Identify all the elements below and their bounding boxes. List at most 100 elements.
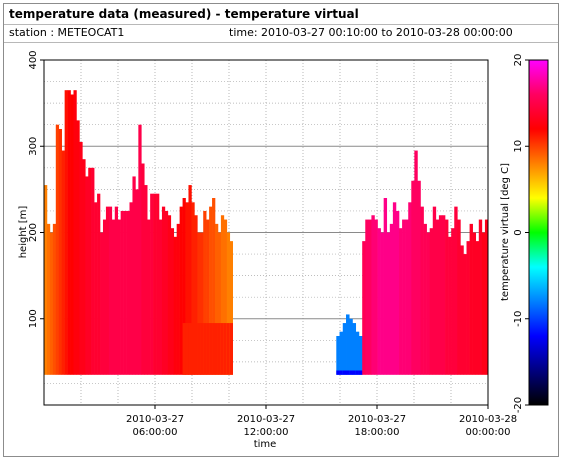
heatmap-cell (108, 206, 113, 375)
heatmap-cell (358, 370, 363, 375)
heatmap-cell (52, 223, 57, 375)
heatmap-cell (173, 236, 177, 375)
heatmap-cell (336, 336, 340, 375)
heatmap-cell (114, 206, 119, 375)
heatmap-cell (191, 323, 195, 375)
heatmap-cell (129, 202, 133, 375)
heatmap-cell (420, 206, 424, 375)
heatmap-cell (399, 228, 403, 375)
heatmap-cell (182, 198, 186, 375)
heatmap-cells (44, 90, 489, 375)
heatmap-cell (217, 323, 222, 375)
heatmap-cell (339, 331, 344, 375)
heatmap-cell (349, 318, 353, 375)
heatmap-cell (352, 370, 357, 375)
heatmap-cell (147, 219, 151, 375)
heatmap-cell (342, 323, 347, 375)
station-label: station : METEOCAT1 (9, 26, 125, 39)
heatmap-cell (358, 336, 363, 375)
heatmap-cell (176, 223, 180, 375)
heatmap-cell (144, 185, 148, 375)
x-tick-label: 18:00:00 (355, 427, 400, 438)
heatmap-cell (85, 176, 89, 375)
colorbar-ticks: 20 10 0 -10 -20 (513, 54, 529, 413)
heatmap-cell (67, 90, 71, 375)
heatmap-cell (223, 323, 228, 375)
heatmap-cell (475, 241, 480, 375)
colorbar-label: temperature virtual [deg C] (500, 163, 511, 301)
y-tick-label: 200 (28, 223, 39, 242)
heatmap-cell (448, 236, 452, 375)
heatmap-cell (64, 90, 68, 375)
heatmap-cell (141, 163, 145, 375)
heatmap-cell (438, 215, 443, 375)
info-bar: station : METEOCAT1 time: 2010-03-27 00:… (4, 24, 558, 43)
heatmap-cell (150, 193, 154, 375)
heatmap-cell (229, 241, 233, 375)
heatmap-cell (182, 323, 186, 375)
heatmap-cell (435, 219, 440, 375)
time-range-label: time: 2010-03-27 00:10:00 to 2010-03-28 … (229, 26, 513, 39)
heatmap-cell (111, 219, 116, 375)
heatmap-cell (383, 198, 388, 375)
heatmap-cell (185, 323, 189, 375)
heatmap-cell (135, 189, 139, 375)
heatmap-cell (102, 219, 107, 375)
title-bar: temperature data (measured) - temperatur… (4, 4, 558, 25)
heatmap-cell (217, 232, 222, 375)
heatmap-cell (451, 228, 455, 375)
heatmap-cell (126, 210, 130, 375)
heatmap-cell (457, 219, 461, 375)
heatmap-cell (70, 94, 74, 375)
heatmap-cell (100, 232, 104, 375)
heatmap-cell (209, 206, 213, 375)
x-tick-label: 00:00:00 (466, 427, 511, 438)
heatmap-cell (417, 180, 421, 375)
x-tick-label: 2010-03-27 (237, 414, 295, 425)
heatmap-cell (346, 314, 350, 375)
heatmap-cell (194, 215, 198, 375)
heatmap-cell (460, 245, 464, 375)
heatmap-cell (212, 198, 216, 375)
heatmap-cell (414, 150, 418, 375)
heatmap-cell (432, 206, 437, 375)
heatmap-cell (377, 228, 381, 375)
heatmap-cell (426, 232, 431, 375)
heatmap-cell (389, 223, 394, 375)
x-tick-label: 2010-03-27 (126, 414, 184, 425)
heatmap-cell (484, 219, 489, 375)
heatmap-cell (226, 323, 231, 375)
y-tick-label: 100 (28, 309, 39, 328)
heatmap-cell (188, 323, 192, 375)
heatmap-cell (463, 254, 467, 375)
heatmap-cell (441, 215, 446, 375)
heatmap-cell (194, 323, 198, 375)
x-axis-label: time (254, 439, 277, 450)
heatmap-cell (82, 159, 86, 375)
heatmap-cell (429, 228, 434, 375)
heatmap-cell (215, 223, 219, 375)
heatmap-cell (88, 167, 92, 375)
heatmap-cell (105, 206, 110, 375)
heatmap-cell (215, 323, 219, 375)
heatmap-cell (371, 215, 375, 375)
colorbar-tick-label: -10 (513, 311, 524, 327)
heatmap-cell (220, 323, 225, 375)
heatmap-cell (466, 241, 470, 375)
y-axis-label: height [m] (18, 206, 29, 259)
heatmap-cell (164, 210, 169, 375)
heatmap-cell (423, 223, 427, 375)
heatmap-cell (206, 323, 210, 375)
heatmap-cell (153, 193, 157, 375)
heatmap-cell (200, 232, 204, 375)
colorbar-tick-label: 10 (513, 140, 524, 153)
heatmap-cell (355, 331, 360, 375)
heatmap-cell (156, 193, 160, 375)
colorbar-tick-label: -20 (513, 397, 524, 413)
heatmap-cell (454, 206, 458, 375)
heatmap-cell (368, 219, 372, 375)
heatmap-cell (200, 323, 204, 375)
heatmap-cell (346, 370, 350, 375)
heatmap-cell (123, 210, 127, 375)
